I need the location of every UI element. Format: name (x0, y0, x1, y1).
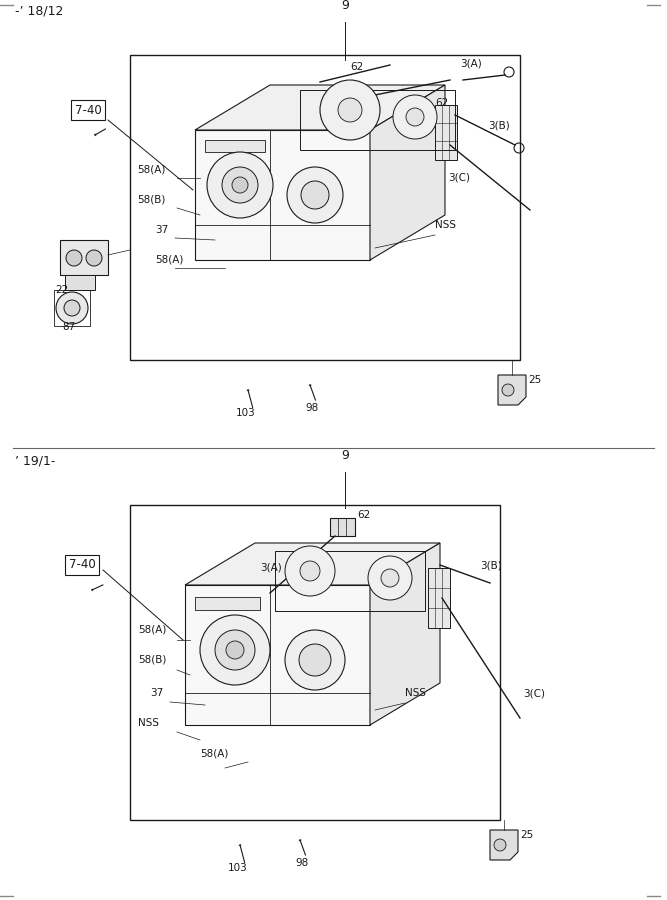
Text: 37: 37 (150, 688, 163, 698)
Text: 3(C): 3(C) (448, 172, 470, 182)
Circle shape (285, 630, 345, 690)
Text: NSS: NSS (405, 688, 426, 698)
Circle shape (56, 292, 88, 324)
Text: 37: 37 (155, 225, 168, 235)
Text: 9: 9 (341, 0, 349, 12)
Text: 58(A): 58(A) (138, 625, 166, 635)
Polygon shape (370, 85, 445, 260)
Text: 7-40: 7-40 (75, 104, 101, 116)
Bar (428, 568, 450, 628)
Circle shape (287, 167, 343, 223)
Circle shape (300, 561, 320, 581)
Polygon shape (195, 85, 445, 130)
Text: 9: 9 (341, 449, 349, 462)
Text: 3(C): 3(C) (523, 688, 545, 698)
Bar (60, 240, 108, 275)
Polygon shape (370, 543, 440, 725)
Circle shape (406, 108, 424, 126)
Text: 3(A): 3(A) (260, 563, 281, 573)
Bar (300, 90, 455, 150)
Bar (54, 290, 90, 326)
Bar (65, 275, 95, 290)
Text: 3(A): 3(A) (460, 58, 482, 68)
Text: 25: 25 (520, 830, 533, 840)
Text: NSS: NSS (435, 220, 456, 230)
Bar (205, 140, 265, 152)
Circle shape (66, 250, 82, 266)
Circle shape (381, 569, 399, 587)
Text: 3(B): 3(B) (488, 120, 510, 130)
Circle shape (64, 300, 80, 316)
Text: 87: 87 (62, 322, 75, 332)
Text: 103: 103 (236, 408, 255, 418)
Text: 58(A): 58(A) (200, 748, 228, 758)
Circle shape (215, 630, 255, 670)
Circle shape (368, 556, 412, 600)
Bar (130, 505, 500, 820)
Bar (185, 585, 370, 725)
Text: 3(B): 3(B) (480, 560, 502, 570)
Circle shape (494, 839, 506, 851)
Text: NSS: NSS (138, 718, 159, 728)
Circle shape (502, 384, 514, 396)
Bar (130, 55, 520, 360)
Circle shape (299, 644, 331, 676)
Bar (275, 551, 425, 611)
Text: 58(B): 58(B) (138, 655, 166, 665)
Text: 98: 98 (305, 403, 318, 413)
Circle shape (207, 152, 273, 218)
Polygon shape (490, 830, 518, 860)
Text: 58(A): 58(A) (137, 165, 165, 175)
Text: 62: 62 (435, 98, 448, 108)
Bar (195, 130, 370, 260)
Text: 25: 25 (528, 375, 541, 385)
Text: 58(A): 58(A) (155, 255, 183, 265)
Text: 62: 62 (350, 62, 364, 72)
Text: 103: 103 (228, 863, 247, 873)
Circle shape (285, 546, 335, 596)
Circle shape (320, 80, 380, 140)
Circle shape (222, 167, 258, 203)
Text: 58(B): 58(B) (137, 195, 165, 205)
Circle shape (338, 98, 362, 122)
Text: 22: 22 (55, 285, 68, 295)
Polygon shape (498, 375, 526, 405)
Text: 62: 62 (357, 510, 370, 520)
Circle shape (226, 641, 244, 659)
Circle shape (301, 181, 329, 209)
Circle shape (200, 615, 270, 685)
Text: -’ 18/12: -’ 18/12 (15, 5, 63, 18)
Circle shape (393, 95, 437, 139)
Bar (195, 597, 260, 610)
Text: 7-40: 7-40 (69, 559, 95, 572)
Circle shape (86, 250, 102, 266)
Text: 98: 98 (295, 858, 308, 868)
Bar (330, 518, 355, 536)
Text: ’ 19/1-: ’ 19/1- (15, 455, 55, 468)
Bar (435, 105, 457, 160)
Circle shape (232, 177, 248, 193)
Polygon shape (185, 543, 440, 585)
